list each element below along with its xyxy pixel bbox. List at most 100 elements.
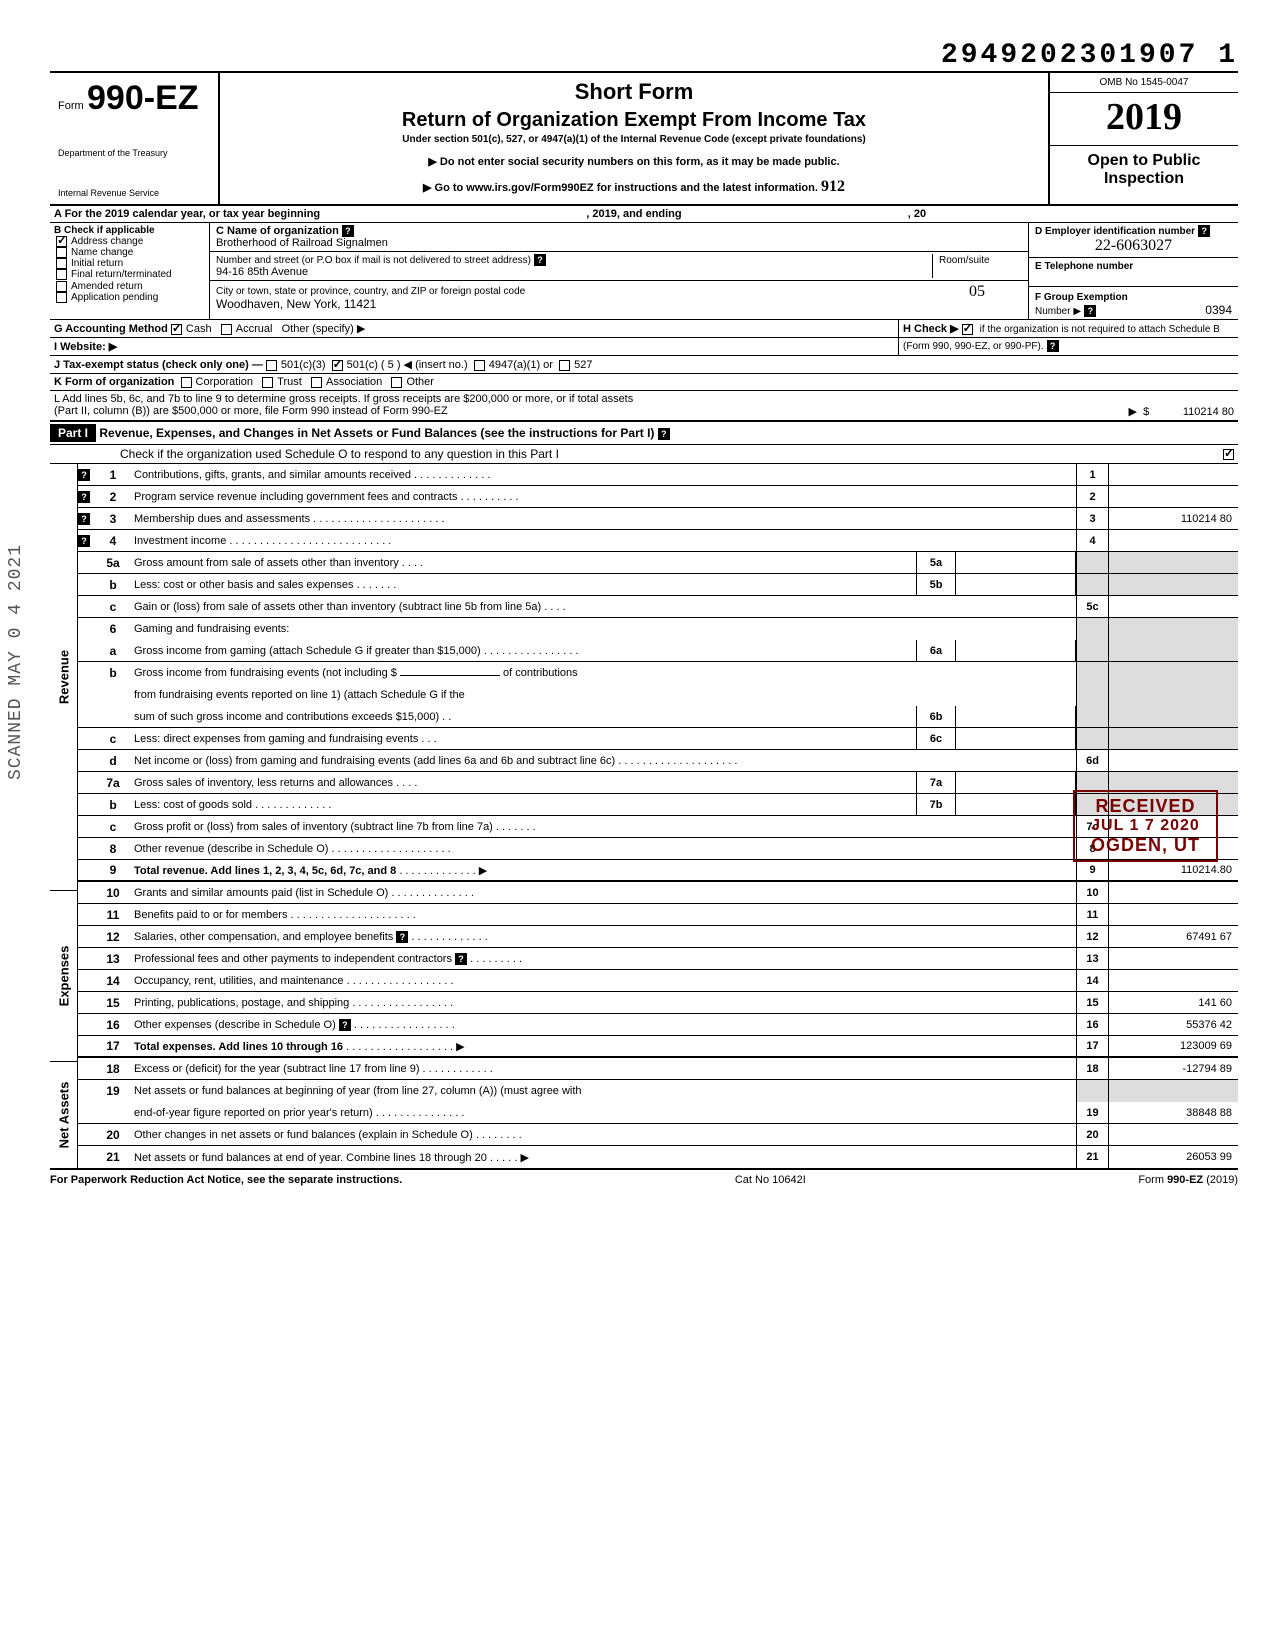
line-6c: c Less: direct expenses from gaming and …: [78, 728, 1238, 750]
line-6c-desc: Less: direct expenses from gaming and fu…: [134, 733, 418, 745]
help-icon[interactable]: ?: [78, 469, 90, 481]
line-2-num: 2: [96, 488, 130, 506]
d-label: D Employer identification number: [1035, 226, 1195, 237]
line-6a-desc: Gross income from gaming (attach Schedul…: [134, 645, 481, 657]
line-5c-rnum: 5c: [1076, 596, 1108, 617]
line-20-desc: Other changes in net assets or fund bala…: [134, 1129, 473, 1141]
line-a-suffix: , 20: [908, 208, 926, 220]
help-icon[interactable]: ?: [658, 428, 670, 440]
i-label: I Website: ▶: [54, 341, 117, 353]
j-501c3-checkbox[interactable]: [266, 360, 277, 371]
line-19b: end-of-year figure reported on prior yea…: [78, 1102, 1238, 1124]
line-7b-mid: 7b: [916, 794, 956, 815]
line-19-num: 19: [96, 1082, 130, 1100]
line-g: G Accounting Method Cash Accrual Other (…: [50, 320, 898, 337]
j-label: J Tax-exempt status (check only one) —: [54, 359, 263, 371]
part-i-checktext: Check if the organization used Schedule …: [120, 447, 559, 461]
help-icon[interactable]: ?: [78, 513, 90, 525]
line-2-desc: Program service revenue including govern…: [134, 491, 457, 503]
page-top-number: 2949202301907 1: [50, 40, 1238, 71]
j-501c-checkbox[interactable]: [332, 360, 343, 371]
b-initial-return[interactable]: Initial return: [54, 258, 205, 269]
help-icon[interactable]: ?: [1084, 305, 1096, 317]
b-name-change[interactable]: Name change: [54, 247, 205, 258]
line-7c: c Gross profit or (loss) from sales of i…: [78, 816, 1238, 838]
dept-irs: Internal Revenue Service: [58, 188, 210, 198]
help-icon[interactable]: ?: [455, 953, 467, 965]
b-application-pending[interactable]: Application pending: [54, 292, 205, 303]
form-number: 990-EZ: [87, 79, 199, 117]
line-6b-num: b: [96, 664, 130, 682]
help-icon[interactable]: ?: [78, 535, 90, 547]
line-9-num: 9: [96, 861, 130, 879]
line-9-rnum: 9: [1076, 860, 1108, 880]
line-4-rnum: 4: [1076, 530, 1108, 551]
line-10: 10 Grants and similar amounts paid (list…: [78, 882, 1238, 904]
h-text: if the organization is not required to a…: [980, 324, 1220, 335]
line-7a: 7a Gross sales of inventory, less return…: [78, 772, 1238, 794]
help-icon[interactable]: ?: [396, 931, 408, 943]
line-7a-num: 7a: [96, 774, 130, 792]
help-icon[interactable]: ?: [534, 254, 546, 266]
line-1-desc: Contributions, gifts, grants, and simila…: [134, 469, 411, 481]
line-5b-val: [1108, 574, 1238, 595]
line-7b-desc: Less: cost of goods sold: [134, 799, 252, 811]
section-netassets-label: Net Assets: [50, 1061, 78, 1168]
line-6b-3: sum of such gross income and contributio…: [78, 706, 1238, 728]
line-9-val: 110214.80: [1108, 860, 1238, 880]
line-13-rnum: 13: [1076, 948, 1108, 969]
line-12-rnum: 12: [1076, 926, 1108, 947]
help-icon[interactable]: ?: [1047, 340, 1059, 352]
g-cash-checkbox[interactable]: [171, 324, 182, 335]
line-a-mid: , 2019, and ending: [586, 208, 681, 220]
line-6b-desc1: Gross income from fundraising events (no…: [134, 667, 397, 679]
instr-2-text: ▶ Go to www.irs.gov/Form990EZ for instru…: [423, 182, 818, 194]
line-11-rnum: 11: [1076, 904, 1108, 925]
c-city-label: City or town, state or province, country…: [216, 286, 525, 297]
line-15: 15 Printing, publications, postage, and …: [78, 992, 1238, 1014]
g-accrual-checkbox[interactable]: [221, 324, 232, 335]
k-trust-checkbox[interactable]: [262, 377, 273, 388]
omb-number: OMB No 1545-0047: [1050, 73, 1238, 93]
line-6a: a Gross income from gaming (attach Sched…: [78, 640, 1238, 662]
line-1-rnum: 1: [1076, 464, 1108, 485]
line-10-rnum: 10: [1076, 882, 1108, 903]
h-checkbox[interactable]: [962, 324, 973, 335]
line-l: L Add lines 5b, 6c, and 7b to line 9 to …: [50, 391, 1238, 420]
k-other-checkbox[interactable]: [391, 377, 402, 388]
b-final-return[interactable]: Final return/terminated: [54, 269, 205, 280]
line-9-desc: Total revenue. Add lines 1, 2, 3, 4, 5c,…: [134, 865, 396, 877]
line-20: 20 Other changes in net assets or fund b…: [78, 1124, 1238, 1146]
line-5a-val: [1108, 552, 1238, 573]
line-h: H Check ▶ if the organization is not req…: [898, 320, 1238, 337]
j-527-checkbox[interactable]: [559, 360, 570, 371]
line-5c-desc: Gain or (loss) from sale of assets other…: [134, 601, 541, 613]
g-accrual: Accrual: [236, 323, 273, 335]
footer-left: For Paperwork Reduction Act Notice, see …: [50, 1174, 402, 1186]
k-corp-checkbox[interactable]: [181, 377, 192, 388]
line-18-rnum: 18: [1076, 1058, 1108, 1079]
line-21-rnum: 21: [1076, 1146, 1108, 1168]
line-14-rnum: 14: [1076, 970, 1108, 991]
help-icon[interactable]: ?: [78, 491, 90, 503]
line-7a-mid: 7a: [916, 772, 956, 793]
line-1-val: [1108, 464, 1238, 485]
line-6: 6 Gaming and fundraising events:: [78, 618, 1238, 640]
line-6a-mid: 6a: [916, 640, 956, 661]
help-icon[interactable]: ?: [339, 1019, 351, 1031]
line-1: ? 1 Contributions, gifts, grants, and si…: [78, 464, 1238, 486]
line-18-val: -12794 89: [1108, 1058, 1238, 1079]
j-4947-checkbox[interactable]: [474, 360, 485, 371]
b-address-change[interactable]: Address change: [54, 236, 205, 247]
part-i-checkbox[interactable]: [1223, 449, 1234, 460]
line-3-num: 3: [96, 510, 130, 528]
line-h-sub: (Form 990, 990-EZ, or 990-PF). ?: [898, 338, 1238, 355]
help-icon[interactable]: ?: [342, 225, 354, 237]
help-icon[interactable]: ?: [1198, 225, 1210, 237]
k-assoc-checkbox[interactable]: [311, 377, 322, 388]
line-15-num: 15: [96, 994, 130, 1012]
line-13-val: [1108, 948, 1238, 969]
line-6a-midval: [956, 640, 1076, 661]
line-5b-midval: [956, 574, 1076, 595]
b-amended-return[interactable]: Amended return: [54, 281, 205, 292]
